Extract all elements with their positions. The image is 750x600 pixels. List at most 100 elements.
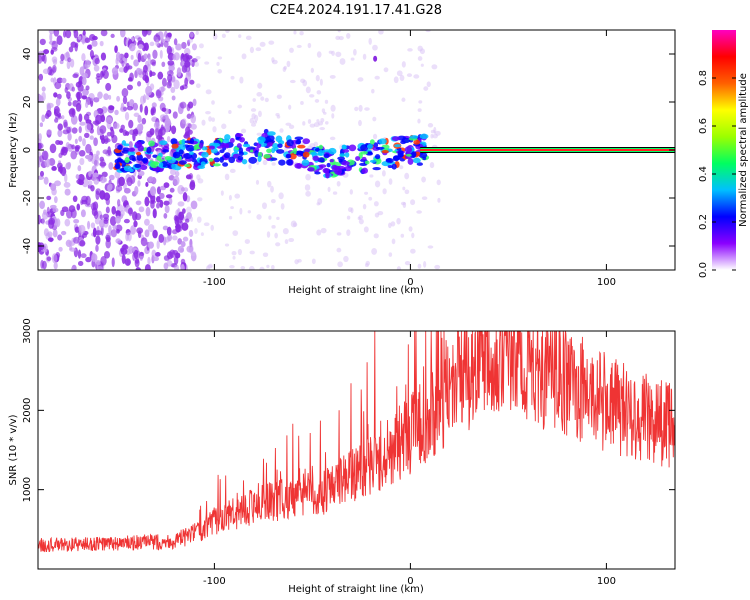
noise-point — [173, 215, 178, 222]
noise-point — [324, 99, 329, 104]
noise-point — [421, 196, 428, 200]
noise-point — [150, 201, 155, 209]
noise-point — [65, 239, 72, 248]
signal-point — [369, 159, 377, 163]
signal-point — [278, 159, 286, 166]
noise-point — [92, 201, 99, 211]
noise-point — [320, 118, 325, 123]
noise-point — [110, 33, 115, 39]
noise-point — [230, 206, 234, 210]
noise-point — [423, 261, 427, 268]
noise-point — [189, 79, 195, 85]
noise-point — [41, 150, 49, 161]
noise-point — [57, 234, 63, 241]
noise-point — [78, 113, 83, 123]
noise-point — [170, 86, 176, 94]
signal-point — [219, 149, 225, 154]
signal-point — [239, 136, 245, 143]
signal-point — [208, 158, 214, 162]
noise-point — [90, 222, 96, 229]
noise-point — [180, 187, 185, 192]
noise-point — [174, 264, 179, 270]
noise-point — [111, 134, 118, 144]
noise-point — [57, 129, 63, 138]
noise-point — [417, 108, 422, 112]
noise-point — [139, 252, 145, 257]
signal-point — [322, 149, 332, 153]
signal-point — [419, 133, 429, 140]
noise-point — [43, 176, 49, 185]
noise-point — [121, 254, 126, 265]
noise-point — [128, 141, 133, 149]
noise-point — [80, 253, 87, 259]
noise-point — [43, 54, 47, 64]
signal-point — [393, 155, 401, 161]
noise-point — [163, 255, 170, 261]
colorbar-label: Normalized spectral amplitude — [738, 73, 749, 227]
signal-point — [323, 153, 330, 159]
noise-point — [58, 152, 63, 159]
noise-point — [185, 174, 192, 180]
noise-point — [170, 168, 176, 176]
noise-point — [63, 181, 71, 188]
noise-point — [137, 114, 142, 123]
noise-point — [119, 30, 126, 38]
noise-point — [368, 37, 372, 45]
noise-point — [249, 250, 255, 255]
noise-point — [190, 216, 194, 222]
noise-point — [191, 58, 198, 63]
noise-point — [346, 33, 351, 39]
noise-point — [141, 30, 148, 37]
noise-point — [250, 108, 257, 112]
noise-point — [127, 207, 133, 215]
noise-point — [96, 73, 101, 78]
noise-point — [173, 38, 178, 46]
noise-point — [74, 138, 78, 144]
noise-point — [249, 117, 254, 124]
noise-point — [52, 58, 58, 66]
noise-point — [166, 260, 173, 267]
signal-point — [114, 164, 121, 170]
signal-point — [121, 140, 127, 146]
signal-point — [178, 160, 187, 165]
noise-point — [54, 196, 58, 204]
noise-point — [103, 135, 109, 144]
noise-point — [372, 116, 377, 122]
noise-point — [338, 35, 344, 41]
signal-point — [372, 167, 381, 171]
signal-point — [184, 164, 191, 168]
noise-point — [157, 71, 164, 80]
snr-frame — [37, 330, 676, 570]
noise-point — [230, 75, 235, 80]
signal-point — [222, 162, 229, 167]
noise-point — [93, 137, 98, 147]
signal-point — [162, 149, 170, 153]
noise-point — [39, 200, 45, 210]
noise-point — [177, 238, 183, 245]
noise-point — [46, 109, 52, 118]
noise-point — [121, 88, 129, 98]
noise-point — [137, 123, 144, 133]
noise-point — [171, 95, 176, 101]
noise-point — [140, 237, 148, 247]
noise-point — [162, 225, 169, 231]
noise-point — [256, 92, 263, 97]
noise-point — [200, 232, 204, 236]
noise-point — [50, 77, 55, 83]
noise-point — [147, 56, 152, 67]
signal-point — [225, 143, 230, 149]
noise-point — [39, 38, 46, 46]
noise-point — [391, 238, 396, 245]
noise-point — [339, 58, 346, 65]
signal-point — [416, 162, 423, 166]
noise-point — [271, 264, 275, 270]
noise-point — [95, 188, 102, 196]
noise-point — [208, 116, 212, 122]
noise-point — [144, 218, 150, 226]
noise-point — [99, 156, 105, 162]
noise-point — [54, 81, 62, 90]
noise-point — [84, 132, 90, 138]
noise-point — [128, 119, 134, 129]
noise-point — [163, 182, 170, 188]
